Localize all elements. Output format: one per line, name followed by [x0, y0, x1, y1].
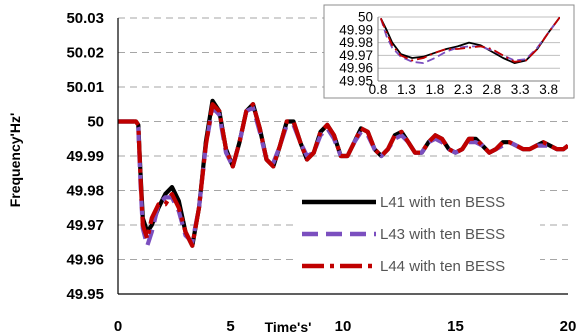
inset-y-tick-label: 49.99 [339, 22, 373, 37]
inset-x-tick-labels: 0.8 1.3 1.8 2.3 2.8 3.3 3.8 [369, 82, 558, 97]
main-y-tick-label: 49.98 [66, 183, 104, 200]
inset-series-group [379, 17, 560, 64]
inset-y-tick-label: 49.98 [339, 35, 373, 50]
main-x-tick-labels: 0 5 10 15 20 [114, 318, 577, 334]
legend-label-l43: L43 with ten BESS [380, 226, 505, 243]
inset-y-tick-label: 49.95 [339, 74, 373, 89]
main-x-tick-label: 15 [447, 318, 464, 334]
inset-x-tick-label: 2.3 [454, 82, 473, 97]
main-x-tick-label: 10 [335, 318, 352, 334]
main-x-tick-label: 5 [226, 318, 234, 334]
inset-x-tick-label: 3.3 [511, 82, 530, 97]
main-x-tick-label: 20 [560, 318, 577, 334]
inset-x-tick-label: 2.8 [482, 82, 501, 97]
main-y-tick-label: 50 [87, 114, 104, 131]
main-y-tick-label: 50.01 [66, 79, 104, 96]
main-y-tick-label: 49.95 [66, 286, 104, 303]
inset-y-tick-label: 49.96 [339, 61, 373, 76]
legend: L41 with ten BESS L43 with ten BESS L44 … [294, 188, 540, 276]
main-y-tick-label: 50.02 [66, 45, 104, 62]
main-y-tick-label: 50.03 [66, 10, 104, 27]
main-y-tick-label: 49.97 [66, 217, 104, 234]
inset-series-line-3 [379, 17, 560, 63]
x-axis-title: Time's' [265, 319, 312, 334]
main-y-tick-label: 49.99 [66, 148, 104, 165]
inset-series-line-2 [379, 17, 560, 64]
legend-label-l44: L44 with ten BESS [380, 258, 505, 275]
y-axis-title: Frequency'Hz' [7, 113, 23, 208]
inset-x-tick-label: 1.8 [425, 82, 444, 97]
legend-label-l41: L41 with ten BESS [380, 194, 505, 211]
main-y-tick-label: 49.96 [66, 252, 104, 269]
series-line-3 [118, 102, 568, 248]
main-y-tick-labels: 49.95 49.96 49.97 49.98 49.99 50 50.01 50.02 50.… [66, 10, 104, 303]
inset-x-tick-label: 0.8 [369, 82, 388, 97]
main-x-tick-label: 0 [114, 318, 122, 334]
inset-x-tick-label: 1.3 [397, 82, 416, 97]
main-series-group [118, 98, 568, 248]
inset-y-tick-label: 50 [358, 10, 373, 25]
inset-x-tick-label: 3.8 [539, 82, 558, 97]
inset-y-tick-label: 49.97 [339, 48, 373, 63]
inset-series-line-1 [379, 17, 560, 64]
